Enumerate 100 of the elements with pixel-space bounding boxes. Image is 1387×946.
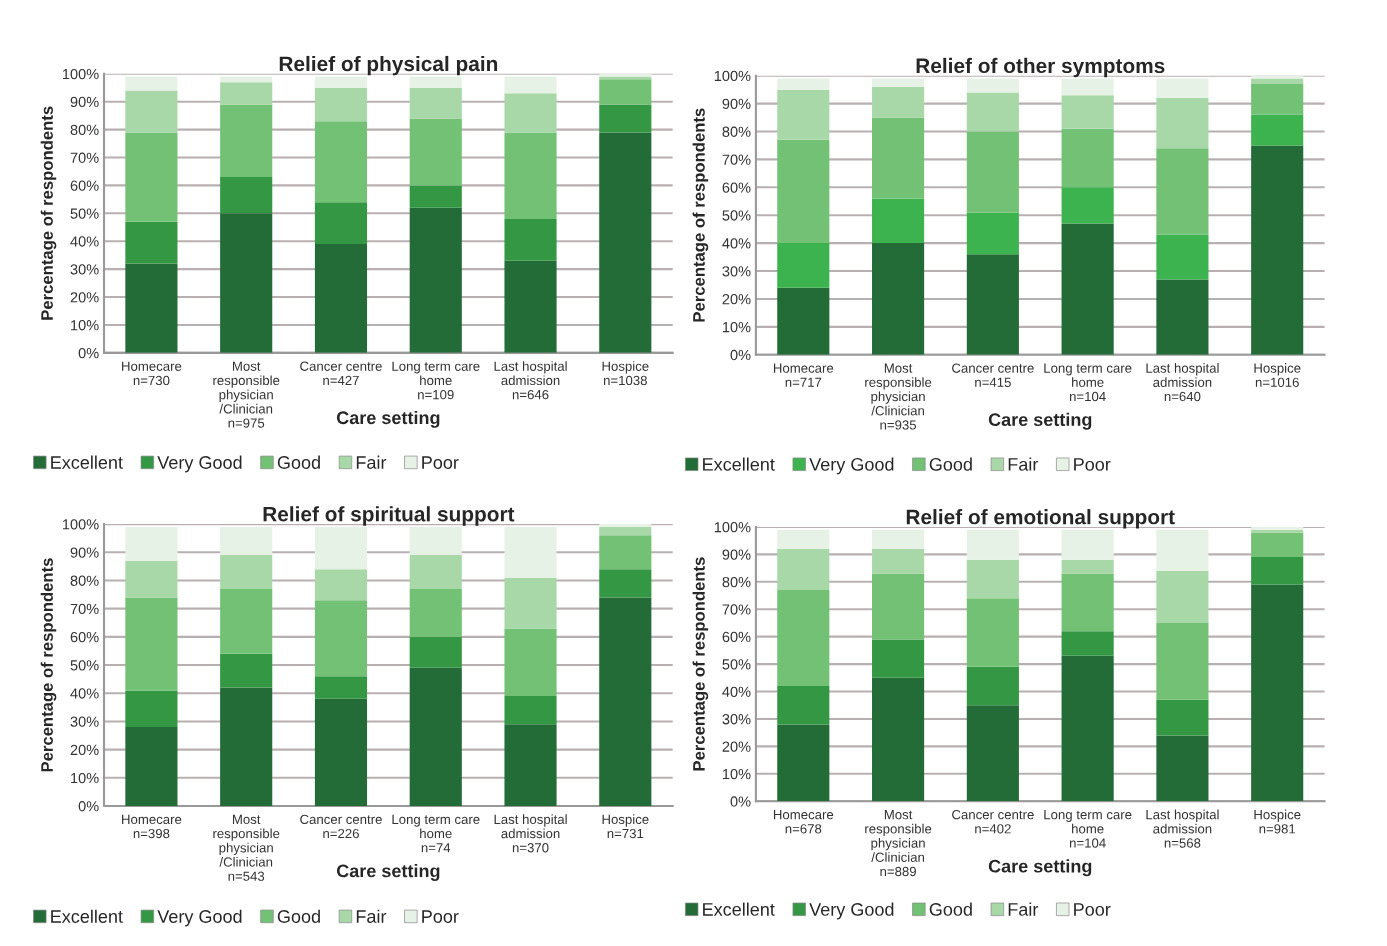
bar	[1156, 279, 1209, 355]
legend-label: Poor	[1074, 903, 1111, 916]
bar	[314, 121, 368, 203]
x-tick-label: Homecare n=398	[122, 814, 182, 839]
x-tick-label: Homecare n=730	[122, 361, 182, 386]
y-tick-label: 70%	[70, 152, 99, 163]
x-axis-title: Care setting	[336, 864, 440, 881]
y-tick-label: 20%	[722, 741, 751, 752]
y-tick-label: 70%	[722, 604, 751, 615]
x-tick-label: Cancer centre n=402	[952, 809, 1034, 834]
y-tick-label: 50%	[722, 210, 751, 221]
bar	[220, 177, 273, 214]
y-tick-label: 60%	[722, 631, 751, 643]
legend-label: Very Good	[809, 457, 894, 475]
bar	[409, 118, 462, 186]
y-tick-label: 0%	[730, 796, 751, 807]
bar	[599, 524, 652, 527]
bar	[125, 76, 178, 91]
bar	[777, 78, 830, 90]
bar	[872, 117, 925, 199]
y-tick-label: 10%	[71, 772, 99, 784]
bar	[314, 676, 368, 699]
y-tick-label: 50%	[70, 660, 99, 671]
bar	[1251, 584, 1304, 802]
y-tick-label: 90%	[70, 547, 99, 558]
bar	[1061, 573, 1114, 632]
x-tick-label: Long term care home n=104	[1044, 810, 1132, 848]
y-axis-title: Percentage of respondents	[40, 106, 57, 320]
bar	[125, 90, 178, 133]
bar	[599, 104, 652, 133]
bar	[504, 577, 557, 629]
bar	[777, 243, 830, 288]
bar	[777, 686, 830, 725]
bar	[872, 86, 925, 118]
bar	[872, 243, 925, 355]
y-tick-label: 60%	[70, 631, 99, 643]
bar	[966, 131, 1019, 213]
y-tick-label: 70%	[70, 603, 99, 615]
bar	[872, 639, 925, 678]
y-tick-label: 80%	[722, 576, 751, 588]
y-tick-label: 60%	[70, 180, 99, 191]
x-tick-label: Hospice n=1038	[602, 361, 649, 386]
legend-label: Good	[929, 457, 972, 471]
bar	[599, 535, 652, 570]
y-tick-label: 100%	[714, 522, 751, 533]
legend-label: Excellent	[51, 909, 123, 923]
bar	[966, 212, 1019, 255]
bar	[220, 588, 273, 654]
bar	[1061, 95, 1114, 129]
bar	[966, 705, 1019, 802]
x-axis-title: Care setting	[988, 412, 1092, 430]
bar	[1156, 78, 1209, 99]
bar	[409, 87, 462, 119]
bar	[125, 560, 178, 598]
bar	[599, 526, 652, 536]
y-axis-title: Percentage of respondents	[40, 558, 57, 772]
bar	[1156, 529, 1209, 571]
bar	[872, 529, 925, 549]
bar	[872, 548, 925, 574]
bar	[409, 207, 462, 353]
bar	[220, 526, 273, 556]
bar	[504, 132, 557, 219]
bar	[125, 727, 178, 806]
y-tick-label: 40%	[722, 238, 751, 249]
y-tick-label: 50%	[722, 659, 751, 670]
bar	[1251, 78, 1304, 85]
bar	[777, 287, 830, 355]
bar	[504, 76, 557, 94]
x-tick-label: Most responsible physician /Clinician n=975	[213, 361, 280, 428]
bar	[220, 653, 273, 688]
bar	[125, 526, 178, 561]
x-tick-label: Homecare n=717	[773, 363, 834, 387]
y-tick-label: 100%	[62, 68, 99, 80]
bar	[504, 526, 557, 578]
bar	[314, 526, 368, 570]
x-axis-title: Care setting	[988, 859, 1092, 877]
bar	[314, 698, 368, 806]
bar	[1251, 145, 1304, 355]
legend-label: Fair	[356, 909, 387, 923]
bar	[1156, 699, 1209, 736]
bar	[1061, 559, 1114, 574]
legend-label: Good	[277, 455, 320, 469]
legend-label: Poor	[422, 456, 459, 469]
y-tick-label: 90%	[722, 98, 751, 110]
y-tick-label: 100%	[714, 70, 751, 82]
legend-label: Very Good	[157, 455, 242, 473]
y-tick-label: 80%	[722, 126, 751, 137]
legend-label: Poor	[1074, 458, 1111, 471]
chart-title: Relief of other symptoms	[916, 57, 1165, 78]
x-tick-label: Most responsible physician /Clinician n=889	[865, 810, 932, 877]
bar	[777, 529, 830, 549]
bar	[1061, 529, 1114, 560]
bar	[966, 254, 1019, 355]
bar	[220, 82, 273, 105]
y-tick-label: 60%	[722, 182, 751, 193]
bar	[409, 76, 462, 88]
bar	[1156, 735, 1209, 802]
legend-label: Fair	[1008, 457, 1039, 471]
bar	[504, 260, 557, 353]
bar	[125, 221, 178, 264]
